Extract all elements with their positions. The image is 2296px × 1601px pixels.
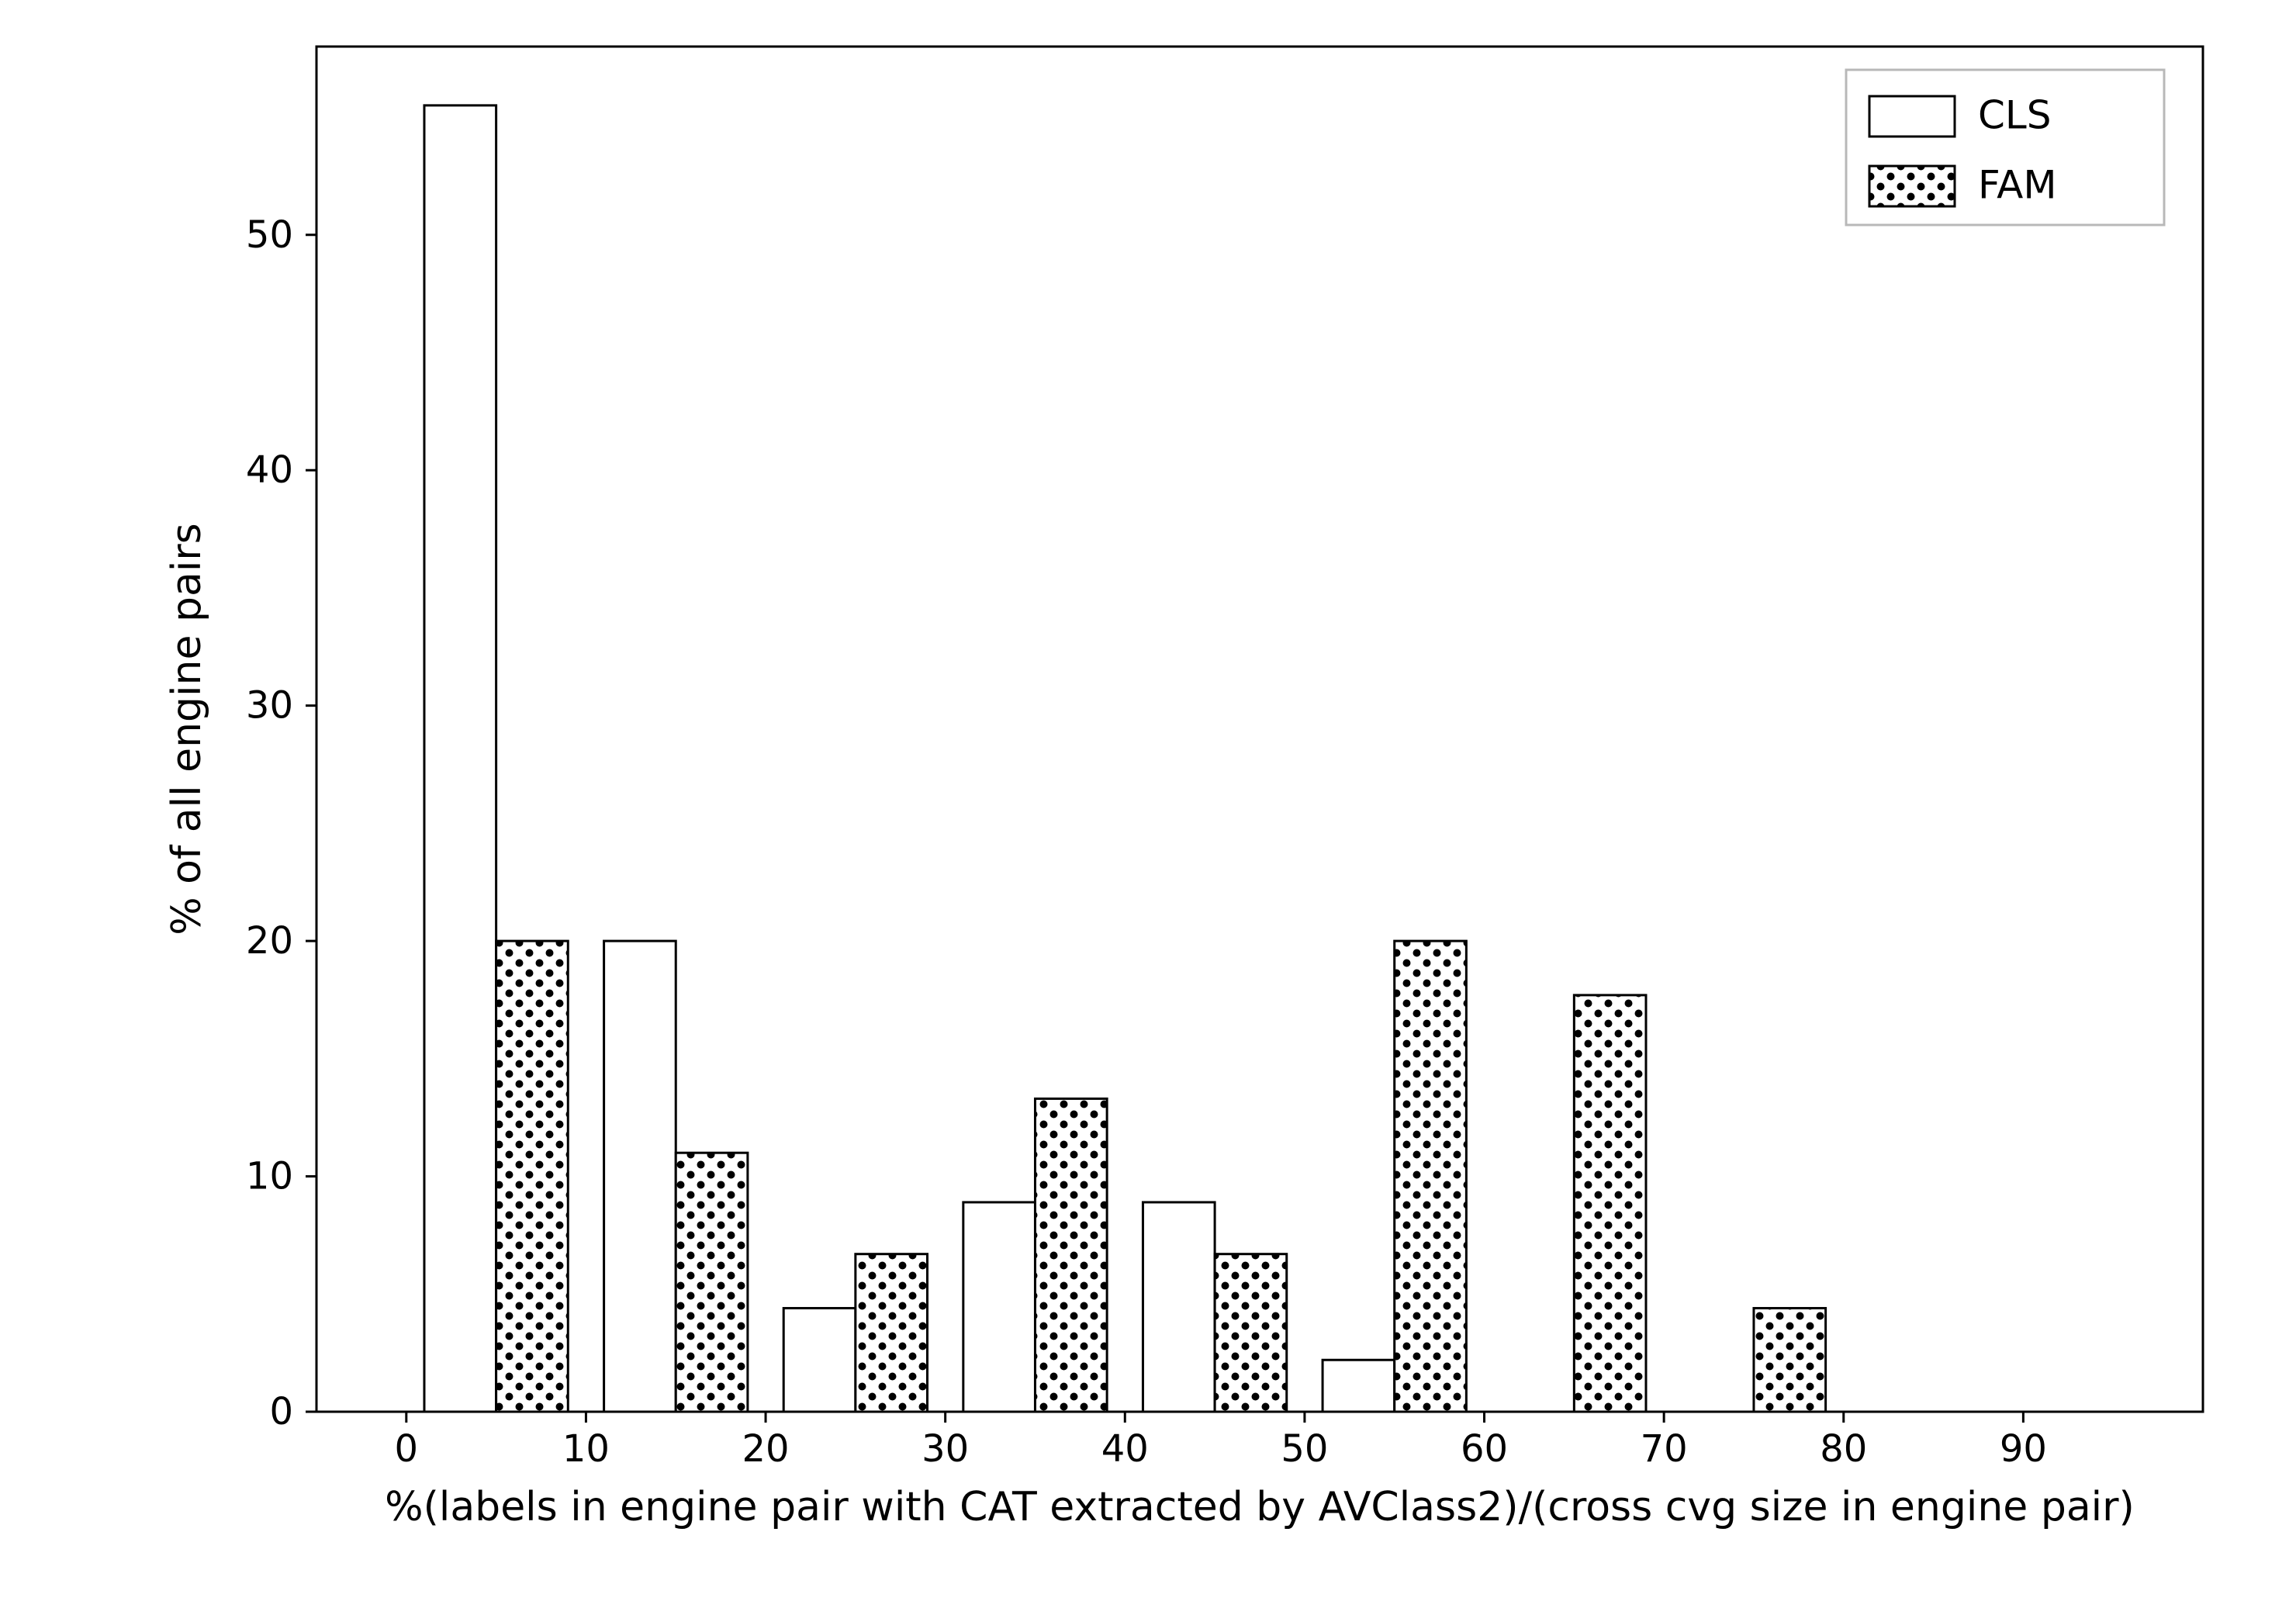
x-tick-label: 50 bbox=[1281, 1427, 1328, 1471]
bar-cls bbox=[604, 941, 676, 1412]
x-tick-label: 70 bbox=[1641, 1427, 1688, 1471]
x-tick-label: 30 bbox=[922, 1427, 969, 1471]
y-tick-label: 30 bbox=[246, 684, 293, 728]
bar-cls bbox=[963, 1202, 1036, 1412]
bar-fam bbox=[1395, 941, 1467, 1412]
y-tick-label: 0 bbox=[269, 1390, 293, 1433]
y-tick-label: 50 bbox=[246, 213, 293, 257]
x-tick-label: 80 bbox=[1820, 1427, 1867, 1471]
y-tick-label: 10 bbox=[246, 1155, 293, 1198]
legend-label: CLS bbox=[1978, 93, 2052, 138]
bar-fam bbox=[676, 1153, 748, 1412]
bar-cls bbox=[783, 1308, 856, 1412]
bar-fam bbox=[856, 1254, 928, 1412]
bar-cls bbox=[1143, 1202, 1215, 1412]
x-tick-label: 90 bbox=[2000, 1427, 2047, 1471]
bar-fam bbox=[1754, 1308, 1826, 1412]
x-tick-label: 0 bbox=[395, 1427, 419, 1471]
y-tick-label: 40 bbox=[246, 448, 293, 492]
x-tick-label: 40 bbox=[1101, 1427, 1149, 1471]
x-axis-label: %(labels in engine pair with CAT extract… bbox=[385, 1484, 2135, 1530]
legend-swatch bbox=[1869, 166, 1955, 206]
x-tick-label: 20 bbox=[742, 1427, 790, 1471]
bar-fam bbox=[1574, 995, 1646, 1412]
chart-svg: 0 10 20 30 40 50 60 70 80 90 0 10 20 30 40 50 %(labels i… bbox=[0, 0, 2296, 1601]
bar-cls bbox=[1323, 1360, 1395, 1412]
legend-swatch bbox=[1869, 96, 1955, 137]
bar-fam bbox=[1035, 1098, 1107, 1412]
bar-fam bbox=[496, 941, 569, 1412]
y-axis-label: % of all engine pairs bbox=[164, 523, 210, 935]
bar-fam bbox=[1215, 1254, 1287, 1412]
legend-label: FAM bbox=[1978, 163, 2057, 208]
bar-cls bbox=[424, 105, 496, 1412]
y-tick-label: 20 bbox=[246, 919, 293, 963]
x-tick-label: 10 bbox=[562, 1427, 610, 1471]
figure: 0 10 20 30 40 50 60 70 80 90 0 10 20 30 40 50 %(labels i… bbox=[0, 0, 2296, 1601]
x-tick-label: 60 bbox=[1461, 1427, 1508, 1471]
